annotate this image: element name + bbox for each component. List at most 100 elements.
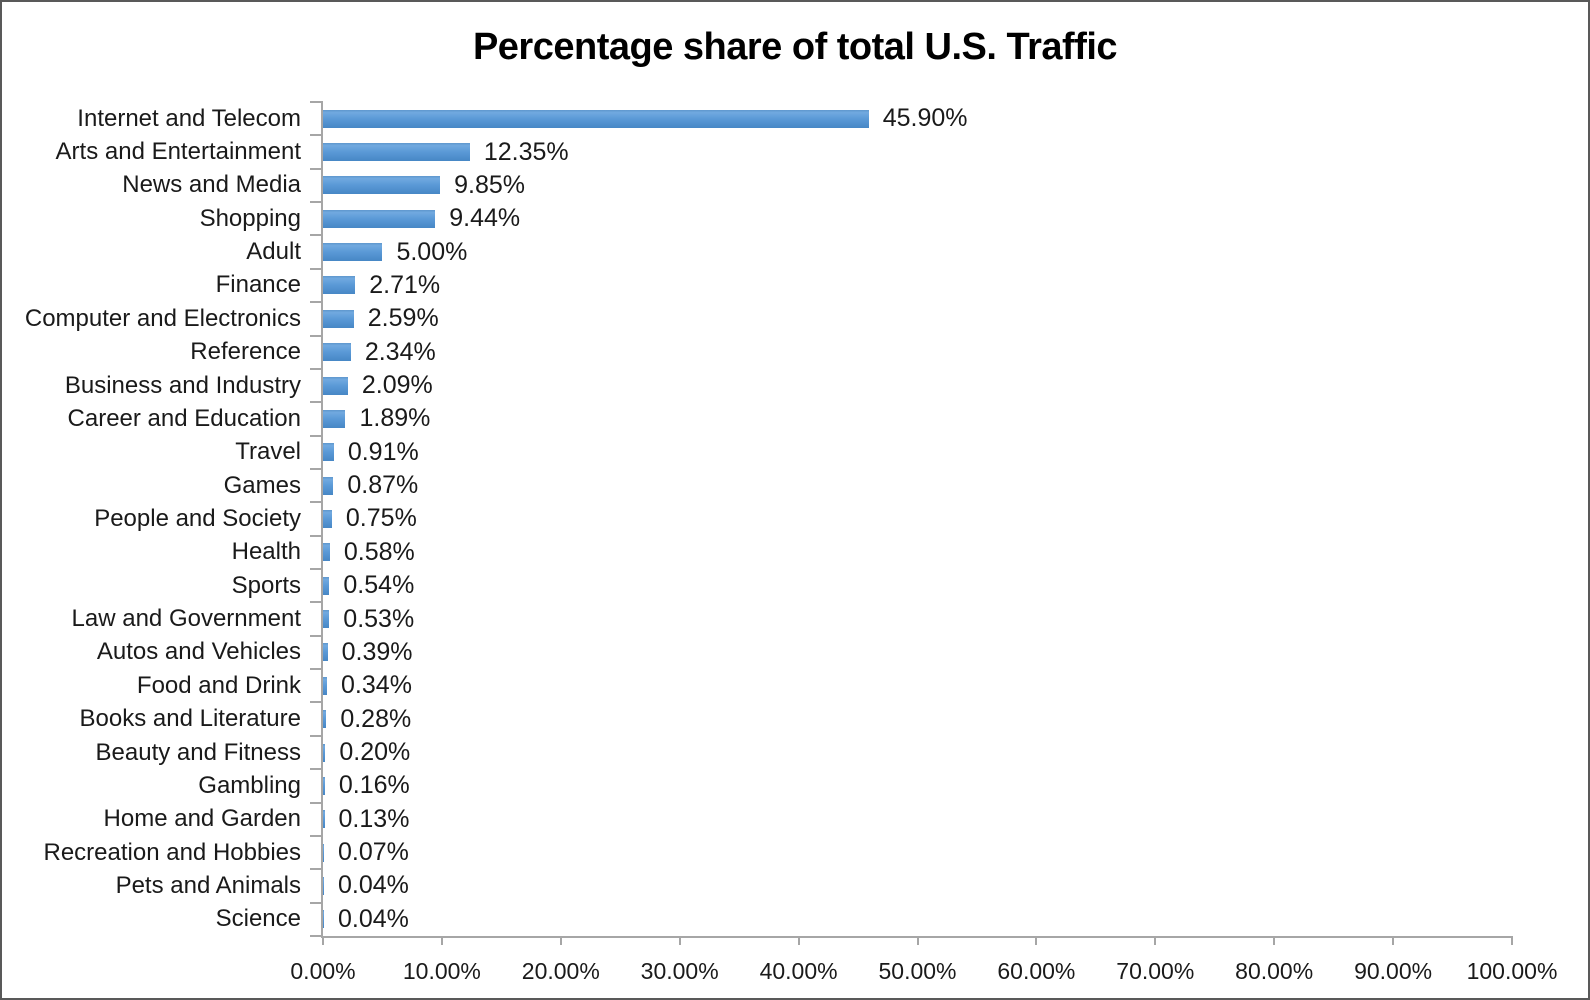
value-label-books-and-literature: 0.28%: [340, 704, 412, 733]
y-axis-tick-3: [310, 201, 323, 204]
x-axis-label-5: 50.00%: [878, 958, 957, 984]
category-label-beauty-and-fitness: Beauty and Fitness: [95, 738, 301, 766]
bar-arts-and-entertainment: [323, 143, 470, 162]
category-label-arts-and-entertainment: Arts and Entertainment: [55, 138, 301, 166]
x-axis-label-6: 60.00%: [997, 958, 1076, 984]
category-label-adult: Adult: [246, 238, 301, 266]
x-axis-label-0: 0.00%: [290, 958, 356, 984]
y-axis-tick-23: [310, 868, 323, 871]
y-axis-tick-15: [310, 601, 323, 604]
category-label-computer-and-electronics: Computer and Electronics: [24, 304, 301, 332]
value-label-law-and-government: 0.53%: [343, 604, 415, 633]
value-label-reference: 2.34%: [364, 337, 436, 366]
category-label-food-and-drink: Food and Drink: [136, 671, 301, 699]
y-axis-tick-5: [310, 267, 323, 270]
category-label-pets-and-animals: Pets and Animals: [115, 871, 301, 899]
category-label-travel: Travel: [235, 438, 301, 466]
x-axis-label-3: 30.00%: [640, 958, 719, 984]
bar-people-and-society: [323, 510, 332, 528]
value-label-business-and-industry: 2.09%: [361, 371, 433, 400]
value-label-gambling: 0.16%: [338, 771, 410, 800]
value-label-games: 0.87%: [347, 471, 419, 500]
x-axis-label-4: 40.00%: [759, 958, 838, 984]
bar-travel: [323, 443, 334, 462]
value-label-autos-and-vehicles: 0.39%: [341, 637, 413, 666]
x-axis-label-1: 10.00%: [402, 958, 481, 984]
y-axis-tick-0: [310, 101, 323, 103]
x-axis-label-8: 80.00%: [1235, 958, 1314, 984]
category-label-recreation-and-hobbies: Recreation and Hobbies: [43, 838, 302, 866]
y-axis-tick-16: [310, 634, 323, 637]
y-axis-tick-22: [310, 834, 323, 837]
x-axis-label-2: 20.00%: [521, 958, 600, 984]
category-label-reference: Reference: [190, 338, 301, 366]
y-axis-tick-12: [310, 501, 323, 504]
x-axis-tick-1: [440, 936, 443, 945]
y-axis-tick-4: [310, 234, 323, 237]
y-axis-tick-9: [310, 401, 323, 404]
value-label-computer-and-electronics: 2.59%: [367, 304, 439, 333]
value-label-food-and-drink: 0.34%: [341, 671, 412, 700]
y-axis-tick-13: [310, 534, 323, 537]
y-axis-tick-25: [310, 935, 323, 937]
y-axis-tick-10: [310, 434, 323, 437]
value-label-recreation-and-hobbies: 0.07%: [338, 838, 409, 867]
value-label-career-and-education: 1.89%: [359, 404, 431, 433]
value-label-arts-and-entertainment: 12.35%: [483, 137, 569, 166]
bar-pets-and-animals: [323, 876, 324, 895]
value-label-home-and-garden: 0.13%: [338, 804, 410, 833]
bar-internet-and-telecom: [323, 109, 869, 128]
category-label-science: Science: [215, 905, 301, 933]
y-axis-tick-11: [310, 467, 323, 470]
category-label-business-and-industry: Business and Industry: [64, 371, 301, 399]
bar-computer-and-electronics: [323, 309, 354, 328]
value-label-shopping: 9.44%: [449, 204, 521, 233]
x-axis-label-9: 90.00%: [1354, 958, 1433, 984]
bar-news-and-media: [323, 176, 441, 195]
bar-law-and-government: [323, 610, 330, 629]
y-axis-tick-21: [310, 801, 323, 804]
bar-recreation-and-hobbies: [323, 843, 324, 862]
category-label-health: Health: [231, 538, 301, 566]
bar-reference: [323, 343, 351, 362]
x-axis-tick-4: [797, 936, 800, 945]
category-label-gambling: Gambling: [198, 771, 301, 799]
bar-finance: [323, 276, 356, 295]
x-axis-tick-9: [1392, 936, 1395, 945]
bar-autos-and-vehicles: [323, 643, 328, 662]
x-axis-tick-5: [916, 936, 919, 945]
category-label-people-and-society: People and Society: [94, 504, 301, 532]
category-label-home-and-garden: Home and Garden: [103, 805, 301, 833]
bar-science: [323, 910, 324, 929]
category-label-sports: Sports: [231, 571, 301, 599]
value-label-health: 0.58%: [343, 537, 415, 566]
bar-health: [323, 543, 330, 562]
x-axis-tick-7: [1154, 936, 1157, 945]
x-axis-tick-8: [1273, 936, 1276, 945]
category-label-autos-and-vehicles: Autos and Vehicles: [96, 638, 301, 666]
x-axis-tick-0: [322, 936, 324, 945]
value-label-travel: 0.91%: [347, 437, 419, 466]
value-label-beauty-and-fitness: 0.20%: [339, 738, 411, 766]
bar-shopping: [323, 209, 436, 228]
value-label-adult: 5.00%: [396, 237, 468, 266]
bar-games: [323, 476, 334, 495]
y-axis-tick-7: [310, 334, 323, 337]
y-axis-tick-24: [310, 901, 323, 904]
value-label-sports: 0.54%: [343, 571, 415, 600]
category-label-internet-and-telecom: Internet and Telecom: [77, 104, 301, 132]
y-axis-tick-8: [310, 367, 323, 370]
category-label-finance: Finance: [215, 271, 301, 299]
bar-business-and-industry: [323, 376, 348, 395]
bar-food-and-drink: [323, 676, 328, 695]
x-axis-label-10: 100.00%: [1466, 958, 1558, 984]
y-axis-tick-17: [310, 668, 323, 671]
value-label-finance: 2.71%: [369, 270, 441, 299]
y-axis-tick-19: [310, 734, 323, 737]
y-axis-line: [321, 102, 323, 938]
y-axis-tick-18: [310, 701, 323, 704]
bar-home-and-garden: [323, 810, 325, 829]
x-axis-tick-3: [678, 936, 681, 945]
bar-sports: [323, 576, 330, 595]
x-axis-tick-2: [559, 936, 562, 945]
